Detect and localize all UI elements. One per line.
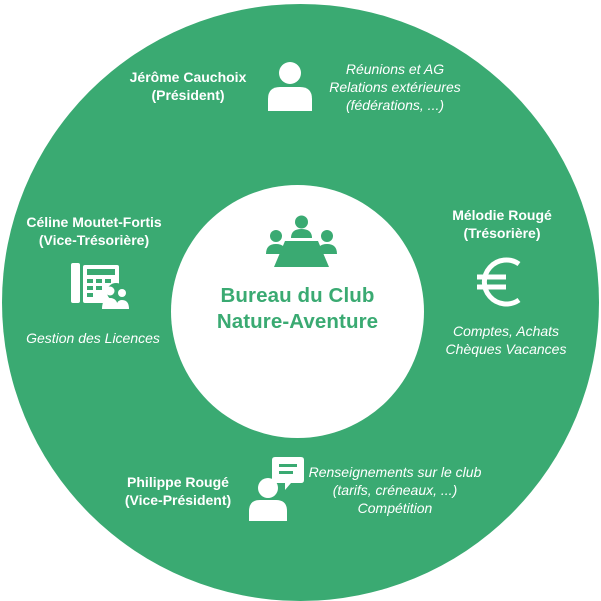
meeting-table-icon <box>266 215 337 267</box>
treasurer-label: Mélodie Rougé (Trésorière) <box>432 206 572 242</box>
president-name: Jérôme Cauchoix <box>129 69 247 85</box>
person-chat-icon <box>249 457 304 521</box>
euro-icon <box>477 257 521 307</box>
president-title: (Président) <box>151 87 225 103</box>
center-title-line1: Bureau du Club <box>220 284 375 307</box>
vice-president-label: Philippe Rougé (Vice-Président) <box>110 473 246 509</box>
phone-users-icon <box>71 263 131 310</box>
vice-president-task-3: Compétition <box>357 500 433 516</box>
vice-president-name: Philippe Rougé <box>127 474 229 490</box>
treasurer-task-1: Comptes, Achats <box>452 323 560 339</box>
treasurer-name: Mélodie Rougé <box>452 207 552 223</box>
center-title-line2: Nature-Aventure <box>216 310 379 333</box>
vice-treasurer-tasks: Gestion des Licences <box>10 329 176 347</box>
president-task-1: Réunions et AG <box>345 61 445 77</box>
vice-president-title: (Vice-Président) <box>124 492 232 508</box>
vice-treasurer-task-1: Gestion des Licences <box>26 330 160 346</box>
center-circle <box>171 185 424 438</box>
vice-treasurer-title: (Vice-Trésorière) <box>38 232 150 248</box>
treasurer-task-2: Chèques Vacances <box>445 341 567 357</box>
treasurer-title: (Trésorière) <box>463 225 541 241</box>
president-task-3: (fédérations, ...) <box>345 97 445 113</box>
vice-treasurer-name: Céline Moutet-Fortis <box>26 214 162 230</box>
president-label: Jérôme Cauchoix (Président) <box>118 68 258 104</box>
center-title: Bureau du Club Nature-Aventure <box>171 283 424 335</box>
vice-president-tasks: Renseignements sur le club (tarifs, crén… <box>300 463 490 517</box>
person-icon <box>268 62 312 111</box>
president-task-2: Relations extérieures <box>329 79 461 95</box>
vice-president-task-1: Renseignements sur le club <box>308 464 482 480</box>
treasurer-tasks: Comptes, Achats Chèques Vacances <box>430 322 582 358</box>
president-tasks: Réunions et AG Relations extérieures (fé… <box>310 60 480 114</box>
vice-treasurer-label: Céline Moutet-Fortis (Vice-Trésorière) <box>14 213 174 249</box>
vice-president-task-2: (tarifs, créneaux, ...) <box>332 482 458 498</box>
